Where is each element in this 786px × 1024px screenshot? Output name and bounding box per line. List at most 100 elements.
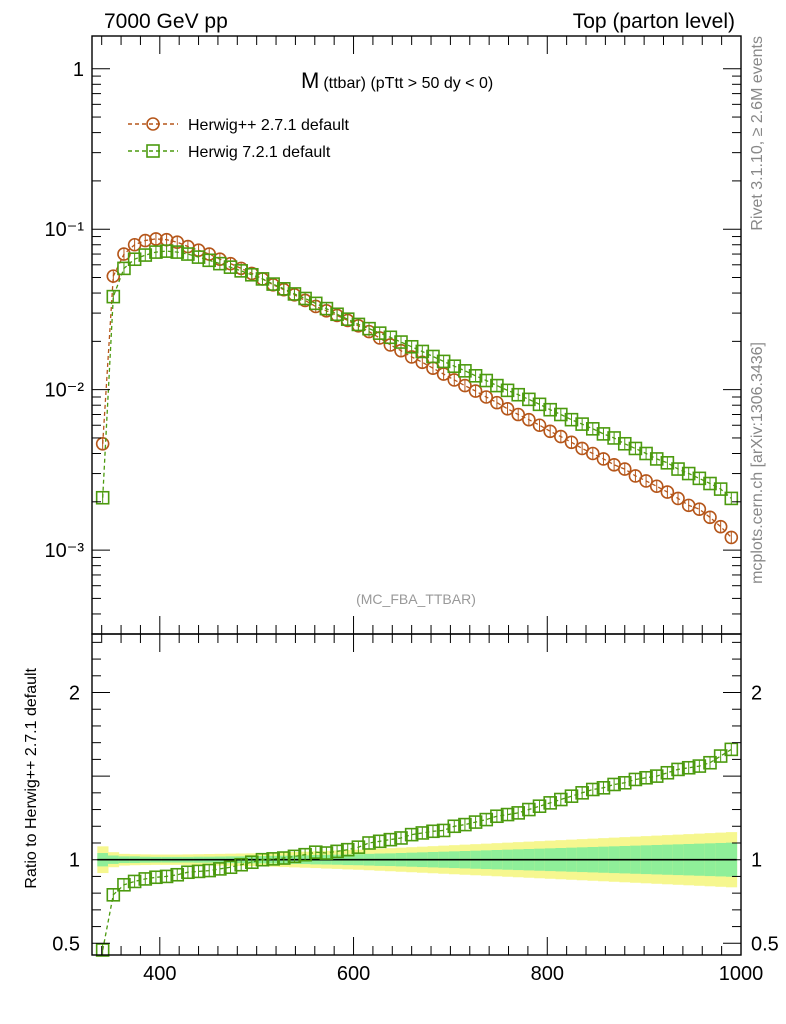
- herwig7-point: [585, 422, 600, 436]
- herwigpp-point: [596, 452, 611, 466]
- ratio-herwig7-point: [511, 806, 526, 820]
- herwig7-point: [138, 248, 153, 262]
- herwig7-point: [458, 364, 472, 378]
- herwig7-point: [170, 245, 185, 259]
- herwigpp-point: [639, 474, 653, 488]
- herwig7-point: [159, 244, 174, 258]
- side-label-upper: Rivet 3.1.10, ≥ 2.6M events: [749, 36, 766, 231]
- herwig7-point: [468, 368, 483, 383]
- ratio-herwig7-point: [330, 844, 344, 859]
- ratio-herwig7-point: [340, 842, 355, 857]
- series-herwig-7-2-1: [95, 244, 739, 506]
- herwigpp-point: [138, 233, 153, 248]
- ratio-herwig7-point: [617, 775, 632, 790]
- ratio-herwig7-point: [671, 762, 685, 777]
- y-tick-label: 1: [73, 59, 84, 81]
- legend-marker-circle: [146, 117, 160, 131]
- legend-label-herwig7: Herwig 7.2.1 default: [188, 144, 331, 161]
- herwig7-point: [596, 427, 611, 441]
- herwigpp-point: [479, 390, 494, 404]
- herwig7-point: [628, 441, 643, 456]
- ratio-herwig7-point: [159, 869, 174, 884]
- main-panel: 1 10⁻¹ 10⁻² 10⁻³ M (ttbar) (pTtt > 50 dy < 0…: [45, 35, 742, 635]
- herwig7-point: [490, 378, 504, 393]
- ratio-herwig7-point: [649, 769, 664, 783]
- ratio-herwig7-point: [298, 847, 312, 862]
- herwigpp-point: [522, 412, 536, 427]
- ratio-herwig7-point: [479, 812, 494, 827]
- x-tick-label: 800: [531, 963, 564, 985]
- ratio-herwig7-point: [532, 799, 547, 814]
- herwig7-point: [362, 321, 376, 336]
- herwig7-point: [127, 252, 142, 267]
- herwig7-point: [394, 335, 408, 349]
- herwig7-point: [202, 253, 217, 268]
- watermark: (MC_FBA_TTBAR): [356, 591, 476, 607]
- main-y-axis: 1 10⁻¹ 10⁻² 10⁻³: [45, 59, 741, 635]
- herwigpp-point: [660, 485, 675, 499]
- ratio-herwig7-point: [266, 852, 280, 866]
- herwigpp-point: [458, 378, 472, 393]
- ratio-frame: [91, 633, 742, 956]
- herwig7-point: [649, 452, 664, 466]
- ratio-herwig7-point: [245, 855, 259, 870]
- ratio-herwig7-point: [596, 781, 611, 795]
- ratio-ylabel: Ratio to Herwig++ 2.7.1 default: [23, 667, 40, 888]
- y-tick-label-right: 0.5: [751, 933, 779, 955]
- herwig7-point: [351, 317, 366, 332]
- ratio-herwig7-point: [639, 770, 653, 785]
- herwigpp-point: [628, 469, 643, 483]
- herwig7-point: [287, 287, 302, 301]
- herwig7-point: [234, 264, 248, 278]
- herwig7-point: [671, 462, 685, 476]
- legend-label-herwigpp: Herwig++ 2.7.1 default: [188, 117, 350, 134]
- herwig7-point: [372, 326, 387, 340]
- y-tick-label: 10⁻¹: [45, 219, 85, 241]
- ratio-herwig7-point: [106, 888, 121, 902]
- herwig7-point: [106, 289, 121, 304]
- ratio-herwig7-point: [724, 742, 739, 757]
- ratio-herwig7-point: [585, 782, 600, 797]
- ratio-herwig7-point: [500, 807, 515, 822]
- x-tick-label: 400: [143, 963, 176, 985]
- herwigpp-point: [554, 429, 568, 444]
- herwig7-point: [511, 387, 526, 402]
- ratio-herwig7-point: [490, 809, 504, 824]
- herwig7-point: [436, 354, 451, 369]
- ratio-herwig7-point: [394, 831, 408, 845]
- y-tick-label: 1: [69, 850, 80, 872]
- herwigpp-point: [713, 519, 728, 534]
- herwigpp-point: [468, 384, 483, 398]
- herwigpp-point: [575, 441, 589, 456]
- ratio-herwig7-point: [95, 943, 110, 957]
- herwig7-point: [223, 260, 238, 274]
- herwig7-line: [102, 250, 732, 499]
- y-tick-label: 2: [69, 683, 80, 705]
- ratio-herwig7-point: [628, 772, 643, 787]
- ratio-herwig7-point: [692, 759, 707, 773]
- herwigpp-point: [447, 373, 462, 387]
- y-tick-label-right: 2: [751, 683, 762, 705]
- herwig7-point: [692, 471, 707, 486]
- herwigpp-point: [95, 436, 110, 451]
- herwigpp-line: [102, 238, 732, 538]
- ratio-herwig7-point: [234, 857, 248, 872]
- ratio-herwig7-point: [522, 802, 536, 817]
- herwig7-point: [713, 482, 728, 496]
- legend: Herwig++ 2.7.1 default Herwig 7.2.1 defa…: [128, 117, 350, 161]
- herwig7-point: [564, 412, 579, 427]
- herwigpp-point: [117, 247, 131, 261]
- herwigpp-point: [500, 401, 515, 416]
- herwig7-point: [255, 272, 270, 286]
- ratio-herwig7-point: [404, 827, 419, 842]
- herwig7-point: [447, 359, 462, 374]
- herwigpp-point: [490, 395, 504, 410]
- ratio-herwig7-point: [149, 870, 163, 885]
- ratio-herwig7-point: [276, 851, 291, 865]
- herwig7-point: [575, 417, 589, 431]
- herwig7-point: [681, 466, 696, 481]
- ratio-herwig7-point: [362, 836, 376, 850]
- ratio-herwig7-point: [287, 849, 302, 864]
- header-right: Top (parton level): [573, 10, 735, 33]
- ratio-herwig7-point: [607, 777, 621, 792]
